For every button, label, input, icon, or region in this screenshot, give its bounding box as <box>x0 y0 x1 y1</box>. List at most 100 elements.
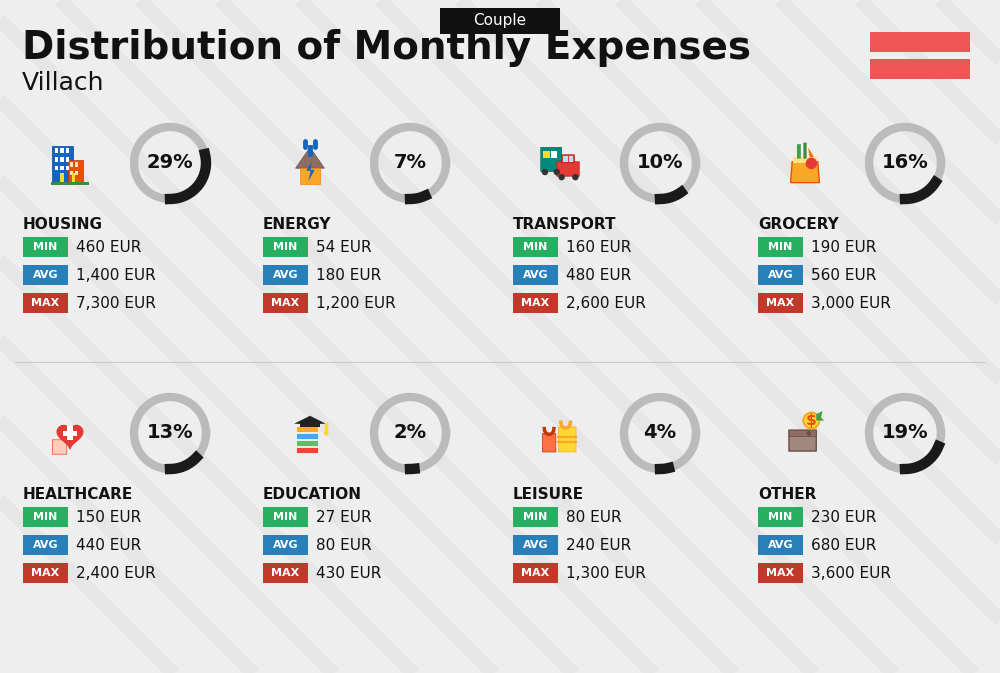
FancyBboxPatch shape <box>72 173 75 182</box>
Text: 1,300 EUR: 1,300 EUR <box>566 565 646 581</box>
Circle shape <box>806 157 817 169</box>
FancyBboxPatch shape <box>70 171 73 175</box>
FancyBboxPatch shape <box>52 146 73 182</box>
Text: 3,000 EUR: 3,000 EUR <box>811 295 891 310</box>
Text: 3,600 EUR: 3,600 EUR <box>811 565 891 581</box>
FancyBboxPatch shape <box>569 156 573 162</box>
Text: 2,600 EUR: 2,600 EUR <box>566 295 646 310</box>
Text: 240 EUR: 240 EUR <box>566 538 631 553</box>
FancyBboxPatch shape <box>551 151 557 157</box>
FancyBboxPatch shape <box>67 426 73 440</box>
FancyBboxPatch shape <box>513 293 558 313</box>
Polygon shape <box>57 425 83 449</box>
Text: HOUSING: HOUSING <box>23 217 103 232</box>
Text: AVG: AVG <box>273 540 298 550</box>
FancyBboxPatch shape <box>60 173 64 182</box>
Text: MAX: MAX <box>31 568 60 578</box>
FancyBboxPatch shape <box>870 59 970 79</box>
Text: 2,400 EUR: 2,400 EUR <box>76 565 156 581</box>
Text: MIN: MIN <box>33 512 58 522</box>
Text: MIN: MIN <box>523 512 548 522</box>
Text: 80 EUR: 80 EUR <box>316 538 372 553</box>
FancyBboxPatch shape <box>263 507 308 527</box>
Text: MAX: MAX <box>521 298 550 308</box>
Text: 10%: 10% <box>637 153 683 172</box>
FancyBboxPatch shape <box>758 237 803 257</box>
FancyBboxPatch shape <box>541 147 562 172</box>
Polygon shape <box>306 162 315 181</box>
Text: OTHER: OTHER <box>758 487 816 502</box>
FancyBboxPatch shape <box>562 155 574 163</box>
FancyBboxPatch shape <box>23 507 68 527</box>
Text: MAX: MAX <box>271 568 300 578</box>
Text: 7,300 EUR: 7,300 EUR <box>76 295 156 310</box>
Text: AVG: AVG <box>523 270 548 280</box>
Circle shape <box>554 169 560 175</box>
Text: 1,400 EUR: 1,400 EUR <box>76 267 156 283</box>
FancyBboxPatch shape <box>296 433 318 439</box>
FancyBboxPatch shape <box>758 563 803 583</box>
FancyBboxPatch shape <box>789 430 816 451</box>
Text: 680 EUR: 680 EUR <box>811 538 876 553</box>
FancyBboxPatch shape <box>557 162 579 176</box>
FancyBboxPatch shape <box>263 293 308 313</box>
FancyBboxPatch shape <box>513 563 558 583</box>
Text: MIN: MIN <box>523 242 548 252</box>
Text: 2%: 2% <box>393 423 427 443</box>
FancyBboxPatch shape <box>23 535 68 555</box>
Text: 180 EUR: 180 EUR <box>316 267 381 283</box>
Text: MAX: MAX <box>31 298 60 308</box>
FancyBboxPatch shape <box>789 430 816 437</box>
FancyBboxPatch shape <box>300 168 320 184</box>
FancyBboxPatch shape <box>513 507 558 527</box>
FancyBboxPatch shape <box>75 162 78 167</box>
Text: 480 EUR: 480 EUR <box>566 267 631 283</box>
FancyBboxPatch shape <box>55 148 58 153</box>
Text: 80 EUR: 80 EUR <box>566 509 622 524</box>
FancyBboxPatch shape <box>263 535 308 555</box>
Text: MIN: MIN <box>768 512 793 522</box>
Text: ENERGY: ENERGY <box>263 217 332 232</box>
FancyBboxPatch shape <box>60 148 64 153</box>
Text: AVG: AVG <box>273 270 298 280</box>
Text: MIN: MIN <box>33 242 58 252</box>
FancyBboxPatch shape <box>55 157 58 162</box>
Text: MIN: MIN <box>768 242 793 252</box>
Text: HEALTHCARE: HEALTHCARE <box>23 487 133 502</box>
Text: AVG: AVG <box>33 270 58 280</box>
FancyBboxPatch shape <box>60 166 64 170</box>
Text: 460 EUR: 460 EUR <box>76 240 141 254</box>
Text: 29%: 29% <box>147 153 193 172</box>
FancyBboxPatch shape <box>793 157 817 163</box>
Text: 7%: 7% <box>394 153 426 172</box>
Text: 150 EUR: 150 EUR <box>76 509 141 524</box>
Circle shape <box>803 413 819 429</box>
Circle shape <box>542 169 548 175</box>
FancyBboxPatch shape <box>300 421 320 427</box>
Polygon shape <box>816 411 824 421</box>
Text: 54 EUR: 54 EUR <box>316 240 372 254</box>
Text: 13%: 13% <box>147 423 193 443</box>
FancyBboxPatch shape <box>558 427 576 452</box>
Polygon shape <box>296 147 324 168</box>
FancyBboxPatch shape <box>23 293 68 313</box>
Text: 160 EUR: 160 EUR <box>566 240 631 254</box>
FancyBboxPatch shape <box>296 439 318 446</box>
Text: MAX: MAX <box>271 298 300 308</box>
Text: 560 EUR: 560 EUR <box>811 267 876 283</box>
FancyBboxPatch shape <box>758 535 803 555</box>
FancyBboxPatch shape <box>51 182 89 186</box>
FancyBboxPatch shape <box>296 426 318 432</box>
FancyBboxPatch shape <box>263 563 308 583</box>
FancyBboxPatch shape <box>52 439 67 454</box>
Text: EDUCATION: EDUCATION <box>263 487 362 502</box>
FancyBboxPatch shape <box>758 293 803 313</box>
FancyBboxPatch shape <box>513 265 558 285</box>
Text: AVG: AVG <box>768 270 793 280</box>
Text: Distribution of Monthly Expenses: Distribution of Monthly Expenses <box>22 29 751 67</box>
Polygon shape <box>808 147 814 157</box>
Circle shape <box>807 431 811 435</box>
Text: MAX: MAX <box>766 298 795 308</box>
Text: 16%: 16% <box>882 153 928 172</box>
FancyBboxPatch shape <box>513 237 558 257</box>
